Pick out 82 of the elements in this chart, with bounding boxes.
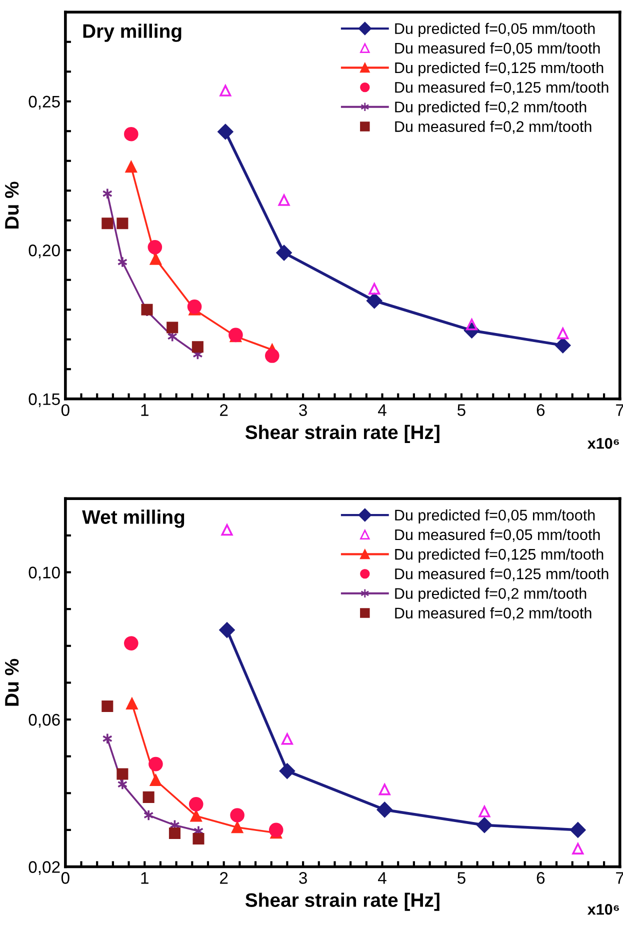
point <box>366 292 382 308</box>
x-tick-label: 5 <box>458 872 466 884</box>
point <box>166 322 178 334</box>
point <box>368 283 380 295</box>
point <box>142 791 154 803</box>
point <box>572 842 584 854</box>
point <box>190 810 202 822</box>
x-tick-label: 3 <box>299 872 307 884</box>
legend-label: Du predicted f=0,125 mm/tooth <box>395 62 604 76</box>
point <box>376 802 392 818</box>
y-tick-label: 0,02 <box>28 861 60 875</box>
point <box>102 700 114 712</box>
y-tick-label: 0,15 <box>28 393 60 408</box>
legend-label: Du measured f=0,05 mm/tooth <box>395 42 600 56</box>
legend-label: Du predicted f=0,05 mm/tooth <box>395 509 595 524</box>
point <box>187 300 202 314</box>
x-tick-label: 2 <box>220 872 228 884</box>
point <box>188 797 204 812</box>
y-tick-label: 0,20 <box>28 244 60 258</box>
y-axis-title: Du % <box>5 182 19 229</box>
point <box>219 622 235 638</box>
point <box>116 768 128 780</box>
point <box>124 636 138 650</box>
point <box>570 822 586 838</box>
point <box>230 808 244 822</box>
point <box>192 341 204 353</box>
legend-label: Du predicted f=0,2 mm/tooth <box>395 101 586 116</box>
legend-label: Du measured f=0,05 mm/tooth <box>395 528 600 542</box>
text: x10⁶ <box>587 904 619 915</box>
point <box>150 774 162 786</box>
point <box>148 240 162 254</box>
point <box>168 827 180 840</box>
point <box>102 218 114 230</box>
x-tick-label: 0 <box>61 872 70 884</box>
x-tick-label: 2 <box>220 404 228 416</box>
text: Dry milling <box>83 24 182 42</box>
point <box>192 833 204 845</box>
x-tick-label: 0 <box>61 404 70 416</box>
legend-label: Du predicted f=0,125 mm/tooth <box>395 548 604 563</box>
x-tick-label: 3 <box>299 404 307 416</box>
x-tick-label: 6 <box>536 404 545 416</box>
x-tick-label: 4 <box>378 872 386 884</box>
legend-label: Du measured f=0,2 mm/tooth <box>395 120 592 134</box>
x-axis-title: Shear strain rate [Hz] <box>245 424 440 443</box>
y-tick-label: 0,06 <box>28 714 60 728</box>
point <box>278 194 290 206</box>
legend-label: Du predicted f=0,2 mm/tooth <box>395 588 586 602</box>
text: x10⁶ <box>587 438 619 449</box>
point <box>124 126 138 142</box>
point <box>557 328 569 340</box>
legend-label: Du predicted f=0,05 mm/tooth <box>395 22 595 38</box>
point <box>126 698 138 710</box>
point <box>476 817 492 833</box>
legend-label: Du measured f=0,125 mm/tooth <box>395 82 608 95</box>
point <box>150 253 162 265</box>
x-tick-label: 1 <box>141 872 148 884</box>
x-axis-title: Shear strain rate [Hz] <box>245 892 440 911</box>
y-tick-label: 0,10 <box>28 566 60 580</box>
point <box>220 84 232 96</box>
point <box>218 124 234 140</box>
point <box>125 161 137 173</box>
point <box>378 784 390 796</box>
point <box>279 763 295 779</box>
y-tick-label: 0,25 <box>28 96 60 110</box>
x-tick-label: 6 <box>536 872 545 884</box>
y-axis-title: Du % <box>5 658 19 706</box>
point <box>116 218 128 230</box>
point <box>232 822 244 834</box>
point <box>281 733 293 745</box>
point <box>268 822 284 838</box>
point <box>221 524 233 536</box>
x-tick-label: 1 <box>141 404 148 416</box>
point <box>265 348 280 363</box>
point <box>276 245 292 261</box>
legend-label: Du measured f=0,2 mm/tooth <box>395 607 592 620</box>
x-tick-label: 4 <box>378 404 386 416</box>
x-tick-label: 5 <box>458 404 466 416</box>
legend-label: Du measured f=0,125 mm/tooth <box>395 568 608 582</box>
point <box>555 338 571 354</box>
text: Wet milling <box>82 510 184 528</box>
point <box>478 806 490 818</box>
point <box>148 756 163 772</box>
